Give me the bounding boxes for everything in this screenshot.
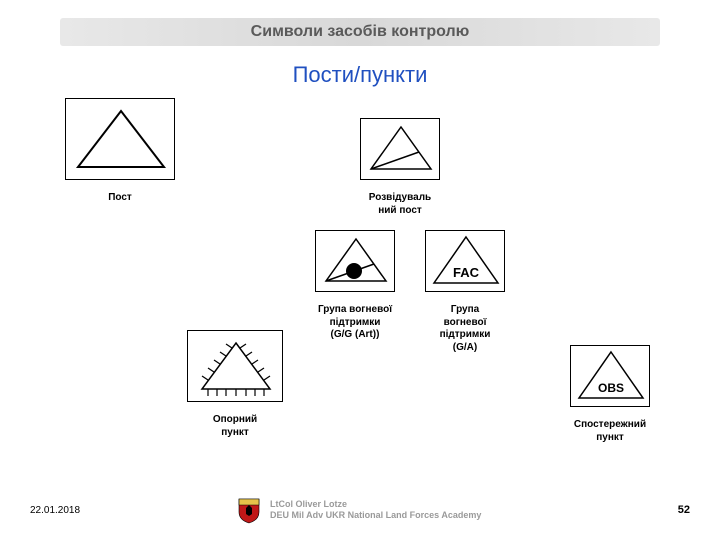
symbol-strongpoint: Опорний пункт xyxy=(180,330,290,439)
symbol-recon-box xyxy=(360,118,440,180)
header-bar: Символи засобів контролю xyxy=(60,18,660,46)
symbol-strongpoint-box xyxy=(187,330,283,402)
shield-icon xyxy=(238,498,260,524)
symbol-fsg-art: Група вогневої підтримки (G/G (Art)) xyxy=(300,230,410,342)
symbol-fsg-ga: FAC Група вогневої підтримки (G/A) xyxy=(415,230,515,354)
symbol-fsg-art-label: Група вогневої підтримки (G/G (Art)) xyxy=(300,304,410,342)
symbol-obs-label: Спостережний пункт xyxy=(555,419,665,444)
triangle-icon xyxy=(66,99,176,181)
symbol-obs: OBS Спостережний пункт xyxy=(555,345,665,444)
footer-credit-line1: LtCol Oliver Lotze xyxy=(270,499,481,511)
symbol-recon: Розвідуваль ний пост xyxy=(350,118,450,217)
symbol-post-label: Пост xyxy=(60,192,180,205)
symbol-recon-label: Розвідуваль ний пост xyxy=(350,192,450,217)
symbol-fsg-ga-label: Група вогневої підтримки (G/A) xyxy=(415,304,515,354)
symbol-post-box xyxy=(65,98,175,180)
footer-page: 52 xyxy=(678,504,690,516)
strongpoint-triangle-icon xyxy=(188,331,284,403)
obs-triangle-icon: OBS xyxy=(571,346,651,408)
symbol-fsg-art-box xyxy=(315,230,395,292)
fac-triangle-icon: FAC xyxy=(426,231,506,293)
svg-text:FAC: FAC xyxy=(453,265,480,280)
header-title: Символи засобів контролю xyxy=(251,23,470,41)
subtitle: Пости/пункти xyxy=(0,62,720,88)
footer-credit: LtCol Oliver Lotze DEU Mil Adv UKR Natio… xyxy=(270,499,481,522)
footer-credit-line2: DEU Mil Adv UKR National Land Forces Aca… xyxy=(270,510,481,522)
symbol-post: Пост xyxy=(60,98,180,205)
symbol-strongpoint-label: Опорний пункт xyxy=(180,414,290,439)
svg-text:OBS: OBS xyxy=(598,381,624,395)
symbol-fsg-ga-box: FAC xyxy=(425,230,505,292)
recon-triangle-icon xyxy=(361,119,441,181)
footer-date: 22.01.2018 xyxy=(30,505,80,516)
symbol-obs-box: OBS xyxy=(570,345,650,407)
fsg-art-triangle-icon xyxy=(316,231,396,293)
